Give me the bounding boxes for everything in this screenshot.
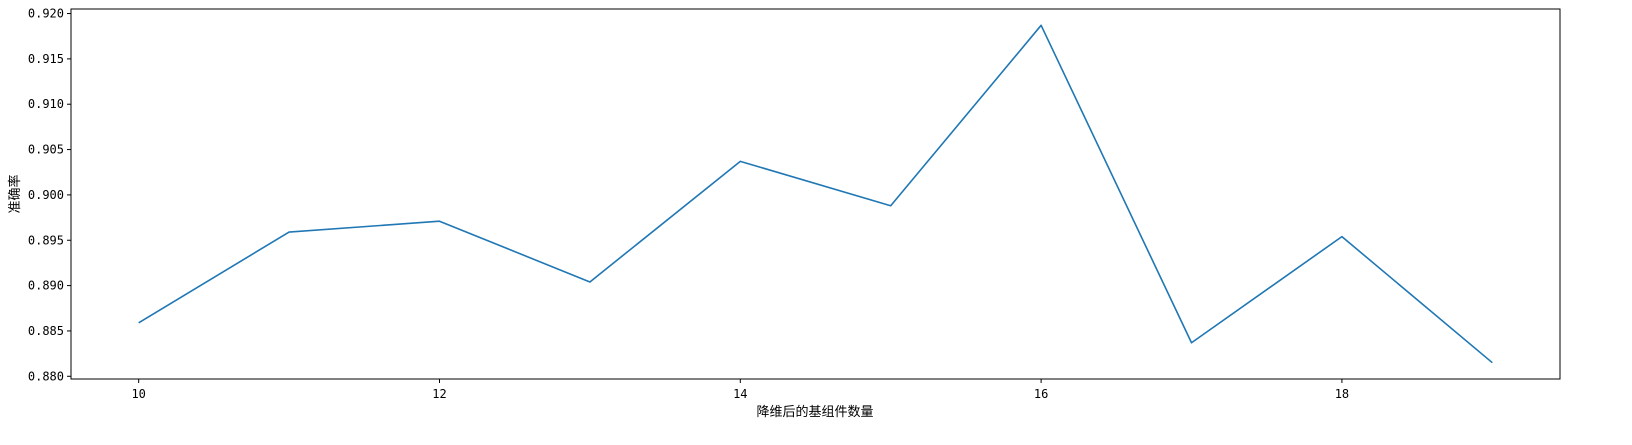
y-tick-label: 0.920	[28, 7, 64, 21]
y-tick-label: 0.900	[28, 188, 64, 202]
x-tick-label: 12	[432, 387, 446, 401]
y-tick-label: 0.885	[28, 324, 64, 338]
y-axis-ticks: 0.880 0.885 0.890 0.895 0.900 0.905 0.910 0.915…	[28, 7, 71, 383]
x-tick-label: 16	[1034, 387, 1048, 401]
y-tick-label: 0.905	[28, 143, 64, 157]
x-tick-label: 14	[733, 387, 747, 401]
y-tick-label: 0.910	[28, 97, 64, 111]
y-tick-label: 0.895	[28, 233, 64, 247]
series-layer	[138, 24, 1493, 364]
x-tick-label: 18	[1335, 387, 1349, 401]
y-axis-title: 准确率	[7, 174, 23, 213]
y-tick-label: 0.915	[28, 52, 64, 66]
y-tick-label: 0.890	[28, 279, 64, 293]
x-axis-title: 降维后的基组件数量	[756, 404, 873, 420]
plot-frame	[70, 8, 1561, 380]
x-tick-label: 10	[131, 387, 145, 401]
y-tick-label: 0.880	[28, 369, 64, 383]
plot-area	[71, 9, 1560, 379]
x-axis-ticks: 10 12 14 16 18	[131, 379, 1349, 401]
series-line-0	[138, 24, 1493, 364]
